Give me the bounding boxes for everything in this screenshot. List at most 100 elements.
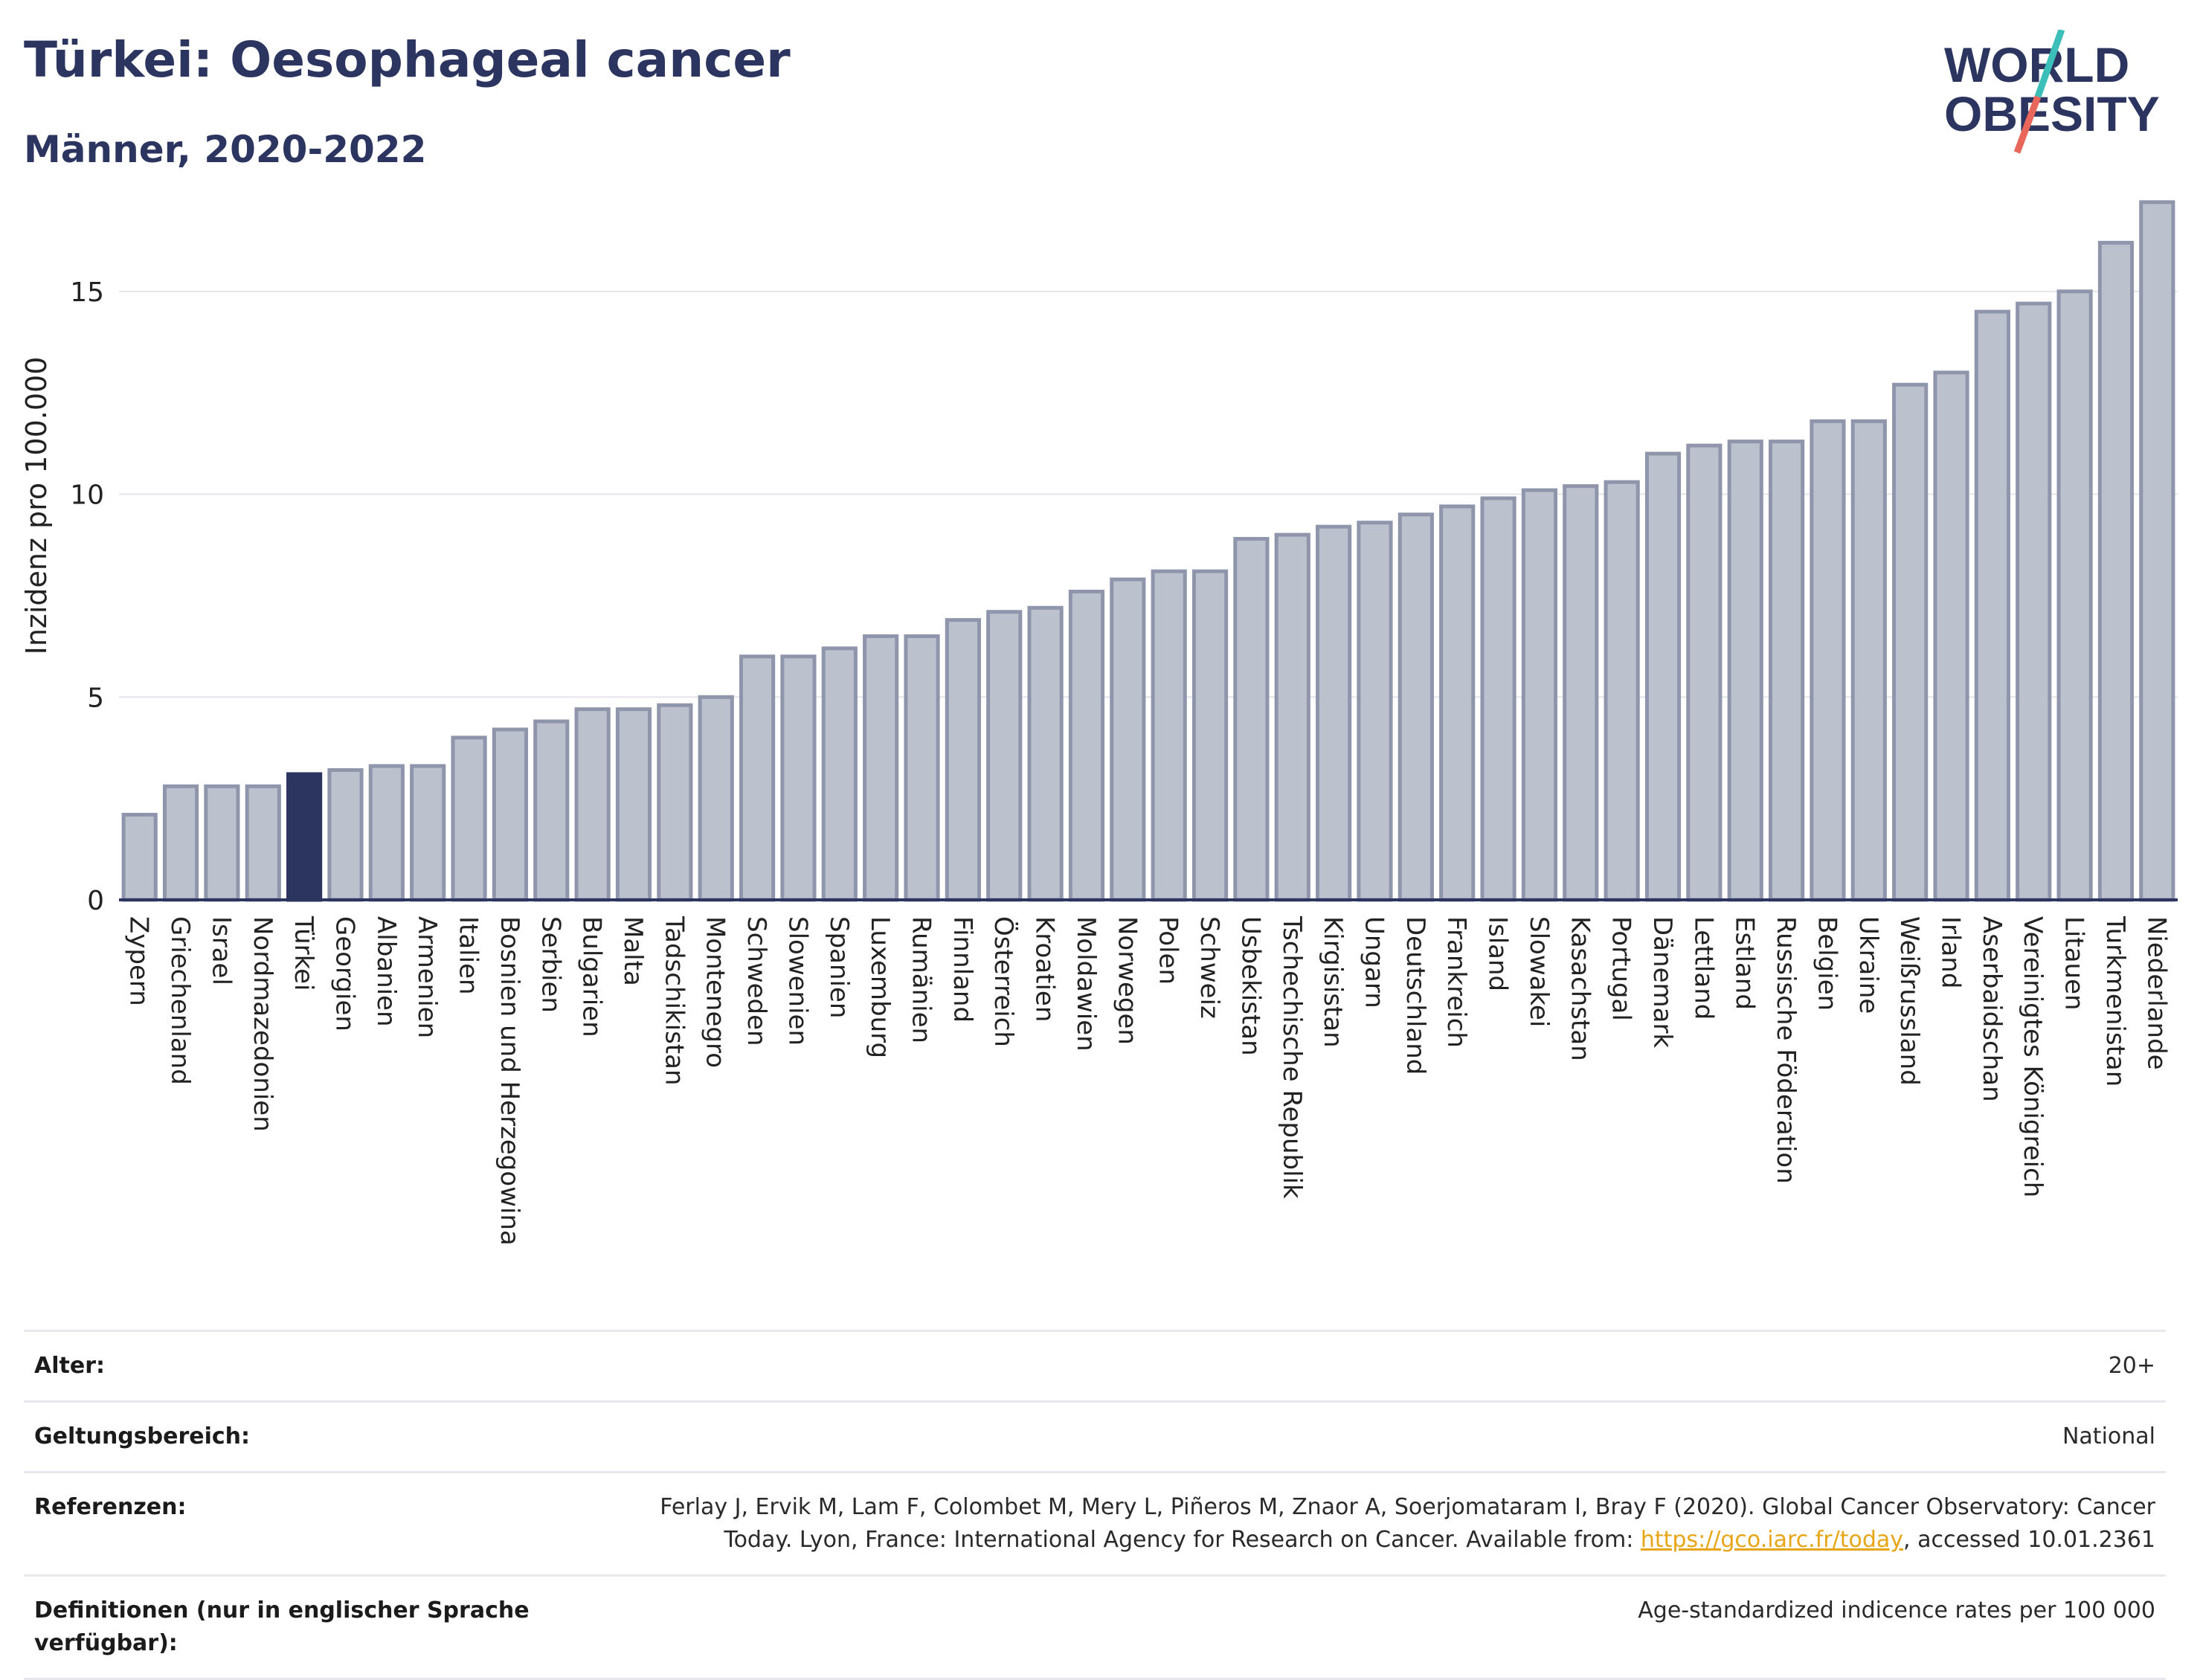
x-tick-label: Usbekistan: [1235, 916, 1265, 1056]
info-row-age: Alter: 20+: [24, 1330, 2166, 1400]
x-tick-label: Serbien: [535, 916, 565, 1013]
x-tick-label: Polen: [1154, 916, 1183, 985]
bar: [1727, 440, 1763, 902]
x-tick-label: Turkmenistan: [2100, 915, 2130, 1087]
y-axis-label: Inzidenz pro 100.000: [20, 357, 53, 655]
bar: [327, 767, 364, 902]
x-tick-label: Schweden: [742, 916, 771, 1046]
bar: [1068, 589, 1105, 902]
x-tick-label: Russische Föderation: [1771, 916, 1801, 1184]
bar: [1397, 512, 1434, 902]
bar: [863, 634, 899, 902]
references-link[interactable]: https://gco.iarc.fr/today: [1640, 1527, 1904, 1553]
info-row-definitions: Definitionen (nur in englischer Sprache …: [24, 1574, 2166, 1680]
scope-label: Geltungsbereich:: [34, 1423, 251, 1449]
x-tick-label: Litauen: [2059, 916, 2089, 1011]
bar: [1027, 605, 1064, 902]
x-tick-label: Rumänien: [907, 916, 936, 1043]
x-tick-label: Bulgarien: [577, 916, 607, 1037]
bar: [1439, 504, 1476, 902]
x-tick-label: Kasachstan: [1565, 916, 1595, 1061]
bar: [1850, 419, 1887, 902]
bar: [533, 719, 570, 902]
x-tick-label: Israel: [206, 916, 236, 985]
x-tick-label: Dänemark: [1647, 916, 1677, 1048]
bar: [698, 695, 734, 902]
chart-subtitle: Männer, 2020-2022: [24, 128, 427, 171]
bar: [657, 703, 693, 902]
bar: [2056, 289, 2093, 902]
bar: [945, 618, 981, 902]
bar: [1357, 521, 1393, 902]
x-tick-label: Lettland: [1688, 916, 1718, 1020]
bar: [1563, 484, 1599, 902]
bar: [1110, 577, 1146, 902]
x-tick-label: Bosnien und Herzegowina: [495, 916, 524, 1246]
logo-word-world: WORLD: [1944, 37, 2129, 92]
info-row-references: Referenzen: Ferlay J, Ervik M, Lam F, Co…: [24, 1471, 2166, 1574]
bar: [2016, 301, 2052, 902]
y-tick-labels: 0 5 10 15: [70, 277, 104, 916]
logo-slash-teal: [2034, 30, 2065, 98]
age-value: 20+: [2108, 1353, 2155, 1379]
bar: [410, 764, 446, 902]
x-tick-label: Belgien: [1812, 916, 1842, 1011]
x-tick-label: Portugal: [1606, 916, 1636, 1021]
x-tick-label: Aserbaidschan: [1977, 916, 2007, 1102]
x-tick-label: Moldawien: [1071, 916, 1101, 1052]
x-tick-label: Niederlande: [2141, 916, 2171, 1070]
bar: [451, 736, 487, 902]
definitions-label: Definitionen (nur in englischer Sprache …: [34, 1597, 530, 1656]
references-text: Ferlay J, Ervik M, Lam F, Colombet M, Me…: [660, 1494, 2155, 1553]
bar: [245, 784, 281, 902]
x-tick-label: Vereinigtes Königreich: [2018, 916, 2048, 1197]
bar: [204, 784, 240, 902]
x-tick-label: Irland: [1936, 916, 1966, 988]
bar: [1480, 496, 1516, 902]
bar: [821, 646, 858, 902]
bar: [1810, 419, 1846, 902]
x-tick-label: Ukraine: [1853, 916, 1883, 1014]
x-tick-label: Kirgisistan: [1318, 916, 1348, 1048]
x-tick-label: Tadschikistan: [659, 915, 689, 1086]
x-tick-label: Weißrussland: [1894, 916, 1924, 1086]
bar: [1521, 488, 1558, 902]
bar: [1316, 524, 1352, 902]
y-tick-label: 0: [87, 886, 104, 916]
x-tick-label: Spanien: [824, 916, 854, 1018]
x-tick-label: Frankreich: [1441, 916, 1471, 1048]
x-tick-label: Tschechische Republik: [1277, 915, 1307, 1199]
x-tick-label: Slowakei: [1524, 916, 1554, 1027]
bar: [1274, 532, 1310, 902]
bar: [986, 610, 1023, 902]
y-tick-label: 15: [70, 277, 104, 308]
bar-highlighted: [286, 772, 323, 902]
bar: [574, 707, 611, 902]
x-tick-label: Schweiz: [1194, 916, 1224, 1019]
x-tick-label: Deutschland: [1400, 916, 1430, 1075]
x-tick-label: Zypern: [124, 916, 154, 1006]
x-tick-label: Armenien: [412, 916, 442, 1038]
bar: [904, 634, 940, 902]
bar-chart: 0 5 10 15 Zypern Griechenland Israel Nordmazed…: [20, 200, 2178, 1246]
x-tick-label: Luxemburg: [865, 916, 895, 1058]
y-tick-label: 5: [87, 683, 104, 713]
info-table: Alter: 20+ Geltungsbereich: National Ref…: [24, 1330, 2166, 1680]
x-tick-label: Norwegen: [1112, 916, 1142, 1045]
logo-word-obesity: OBESITY: [1944, 86, 2160, 141]
bar: [1768, 440, 1805, 902]
x-tick-label: Montenegro: [701, 916, 730, 1068]
y-tick-label: 10: [70, 480, 104, 511]
bars: [121, 200, 2175, 902]
bar: [780, 654, 817, 902]
bar: [368, 764, 405, 902]
scope-value: National: [2062, 1423, 2155, 1449]
x-tick-labels: Zypern Griechenland Israel Nordmazedonien Tü…: [124, 915, 2172, 1246]
bar: [1974, 309, 2010, 902]
logo-slash-red: [2013, 95, 2042, 154]
bar: [1151, 569, 1187, 902]
definitions-value: Age-standardized indicence rates per 100…: [1638, 1597, 2155, 1623]
x-tick-label: Estland: [1730, 916, 1760, 1010]
x-tick-label: Griechenland: [165, 916, 195, 1085]
chart-title: Türkei: Oesophageal cancer: [24, 31, 791, 88]
